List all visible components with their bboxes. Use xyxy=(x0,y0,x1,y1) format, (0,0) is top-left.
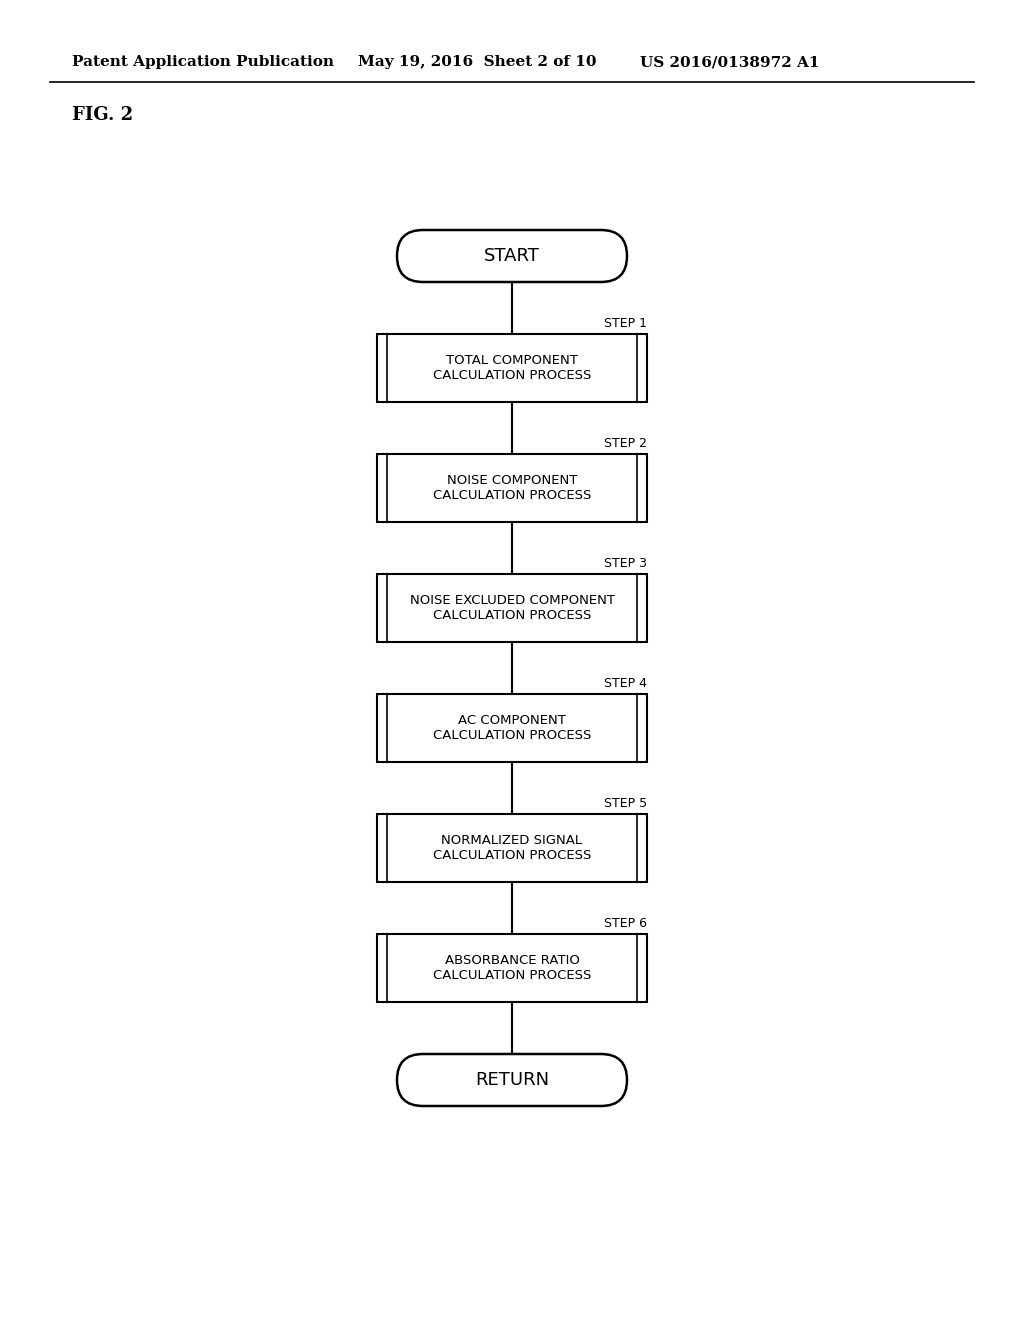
Bar xyxy=(377,454,647,521)
Bar xyxy=(377,935,647,1002)
Bar xyxy=(377,694,647,762)
Text: RETURN: RETURN xyxy=(475,1071,549,1089)
Text: US 2016/0138972 A1: US 2016/0138972 A1 xyxy=(640,55,819,69)
Text: FIG. 2: FIG. 2 xyxy=(72,106,133,124)
Text: STEP 3: STEP 3 xyxy=(604,557,647,570)
Text: STEP 6: STEP 6 xyxy=(604,917,647,931)
Text: Patent Application Publication: Patent Application Publication xyxy=(72,55,334,69)
FancyBboxPatch shape xyxy=(397,1053,627,1106)
Text: NOISE COMPONENT
CALCULATION PROCESS: NOISE COMPONENT CALCULATION PROCESS xyxy=(433,474,591,502)
Text: May 19, 2016  Sheet 2 of 10: May 19, 2016 Sheet 2 of 10 xyxy=(358,55,597,69)
Text: NOISE EXCLUDED COMPONENT
CALCULATION PROCESS: NOISE EXCLUDED COMPONENT CALCULATION PRO… xyxy=(410,594,614,622)
Text: ABSORBANCE RATIO
CALCULATION PROCESS: ABSORBANCE RATIO CALCULATION PROCESS xyxy=(433,954,591,982)
Text: AC COMPONENT
CALCULATION PROCESS: AC COMPONENT CALCULATION PROCESS xyxy=(433,714,591,742)
Text: STEP 1: STEP 1 xyxy=(604,317,647,330)
Text: STEP 4: STEP 4 xyxy=(604,677,647,690)
Text: STEP 2: STEP 2 xyxy=(604,437,647,450)
Bar xyxy=(377,334,647,403)
Bar xyxy=(377,574,647,642)
Bar xyxy=(377,814,647,882)
Text: START: START xyxy=(484,247,540,265)
Text: STEP 5: STEP 5 xyxy=(604,797,647,810)
Text: TOTAL COMPONENT
CALCULATION PROCESS: TOTAL COMPONENT CALCULATION PROCESS xyxy=(433,354,591,381)
FancyBboxPatch shape xyxy=(397,230,627,282)
Text: NORMALIZED SIGNAL
CALCULATION PROCESS: NORMALIZED SIGNAL CALCULATION PROCESS xyxy=(433,834,591,862)
